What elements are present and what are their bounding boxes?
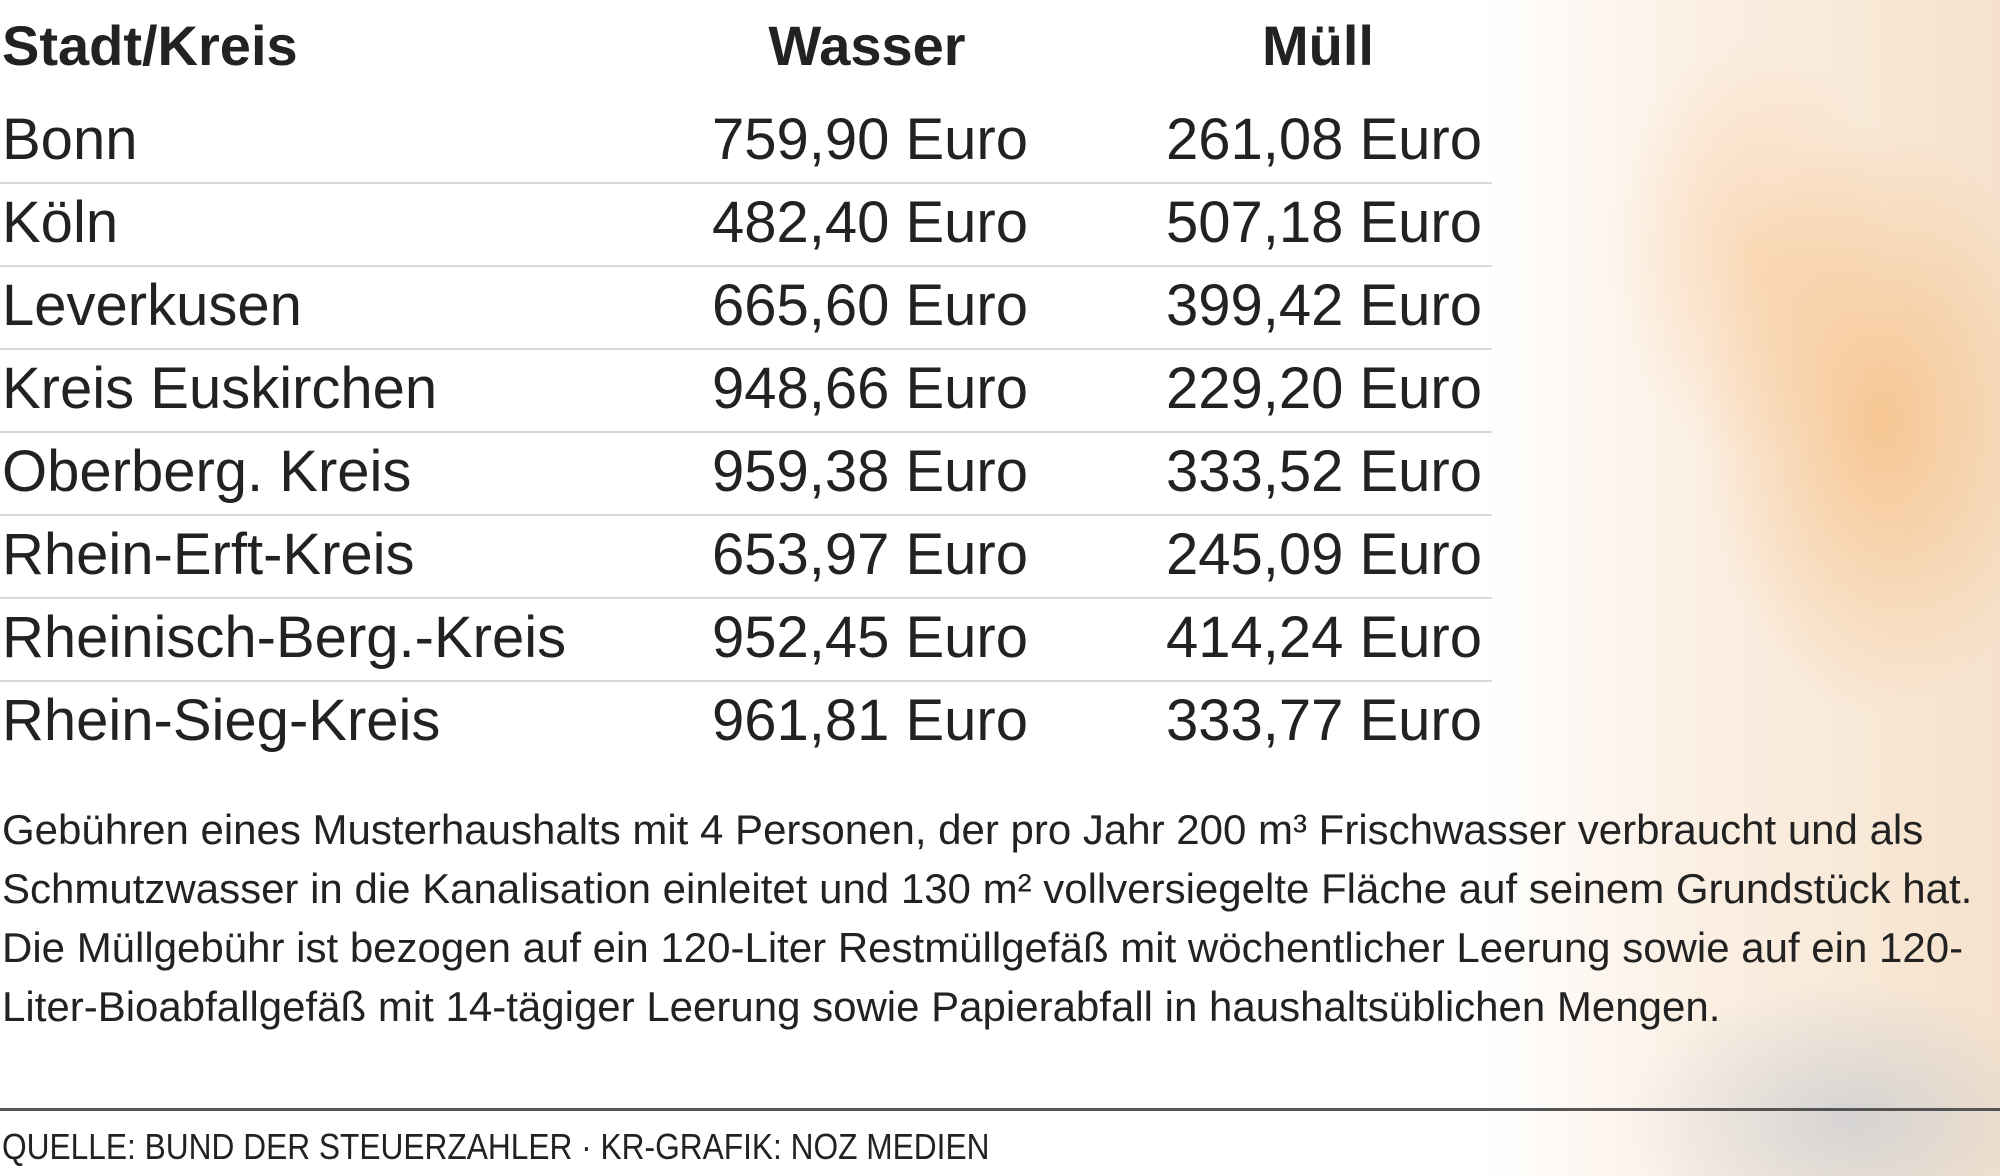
waste-cell: 333,77 Euro bbox=[1165, 688, 1482, 753]
city-cell: Köln bbox=[2, 190, 119, 255]
city-cell: Rhein-Erft-Kreis bbox=[2, 522, 415, 587]
footnote: Gebühren eines Musterhaushalts mit 4 Per… bbox=[2, 806, 1973, 1030]
water-cell: 482,40 Euro bbox=[711, 190, 1028, 255]
water-cell: 653,97 Euro bbox=[711, 522, 1028, 587]
water-cell: 759,90 Euro bbox=[711, 107, 1028, 172]
city-cell: Oberberg. Kreis bbox=[2, 439, 412, 504]
row-rule bbox=[0, 431, 1492, 433]
waste-cell: 414,24 Euro bbox=[1165, 605, 1482, 670]
row-rule bbox=[0, 265, 1492, 267]
separator bbox=[0, 1108, 2000, 1111]
row-rule bbox=[0, 514, 1492, 516]
waste-cell: 261,08 Euro bbox=[1165, 107, 1482, 172]
waste-cell: 399,42 Euro bbox=[1165, 273, 1482, 338]
header-cell: Wasser bbox=[768, 14, 966, 77]
city-cell: Rheinisch-Berg.-Kreis bbox=[2, 605, 567, 670]
city-cell: Bonn bbox=[2, 107, 138, 172]
row-rule bbox=[0, 597, 1492, 599]
water-cell: 959,38 Euro bbox=[711, 439, 1028, 504]
row-rule bbox=[0, 348, 1492, 350]
city-cell: Kreis Euskirchen bbox=[2, 356, 438, 421]
water-cell: 961,81 Euro bbox=[711, 688, 1028, 753]
water-cell: 665,60 Euro bbox=[711, 273, 1028, 338]
waste-cell: 229,20 Euro bbox=[1165, 356, 1482, 421]
water-cell: 948,66 Euro bbox=[711, 356, 1028, 421]
city-cell: Rhein-Sieg-Kreis bbox=[2, 688, 441, 753]
header-cell: Müll bbox=[1262, 14, 1374, 77]
source: QUELLE: BUND DER STEUERZAHLER · KR-GRAFI… bbox=[2, 1126, 990, 1167]
waste-cell: 507,18 Euro bbox=[1165, 190, 1482, 255]
waste-cell: 245,09 Euro bbox=[1165, 522, 1482, 587]
city-cell: Leverkusen bbox=[2, 273, 302, 338]
row-rule bbox=[0, 182, 1492, 184]
water-cell: 952,45 Euro bbox=[711, 605, 1028, 670]
row-rule bbox=[0, 680, 1492, 682]
header-cell: Stadt/Kreis bbox=[2, 14, 298, 77]
waste-cell: 333,52 Euro bbox=[1165, 439, 1482, 504]
